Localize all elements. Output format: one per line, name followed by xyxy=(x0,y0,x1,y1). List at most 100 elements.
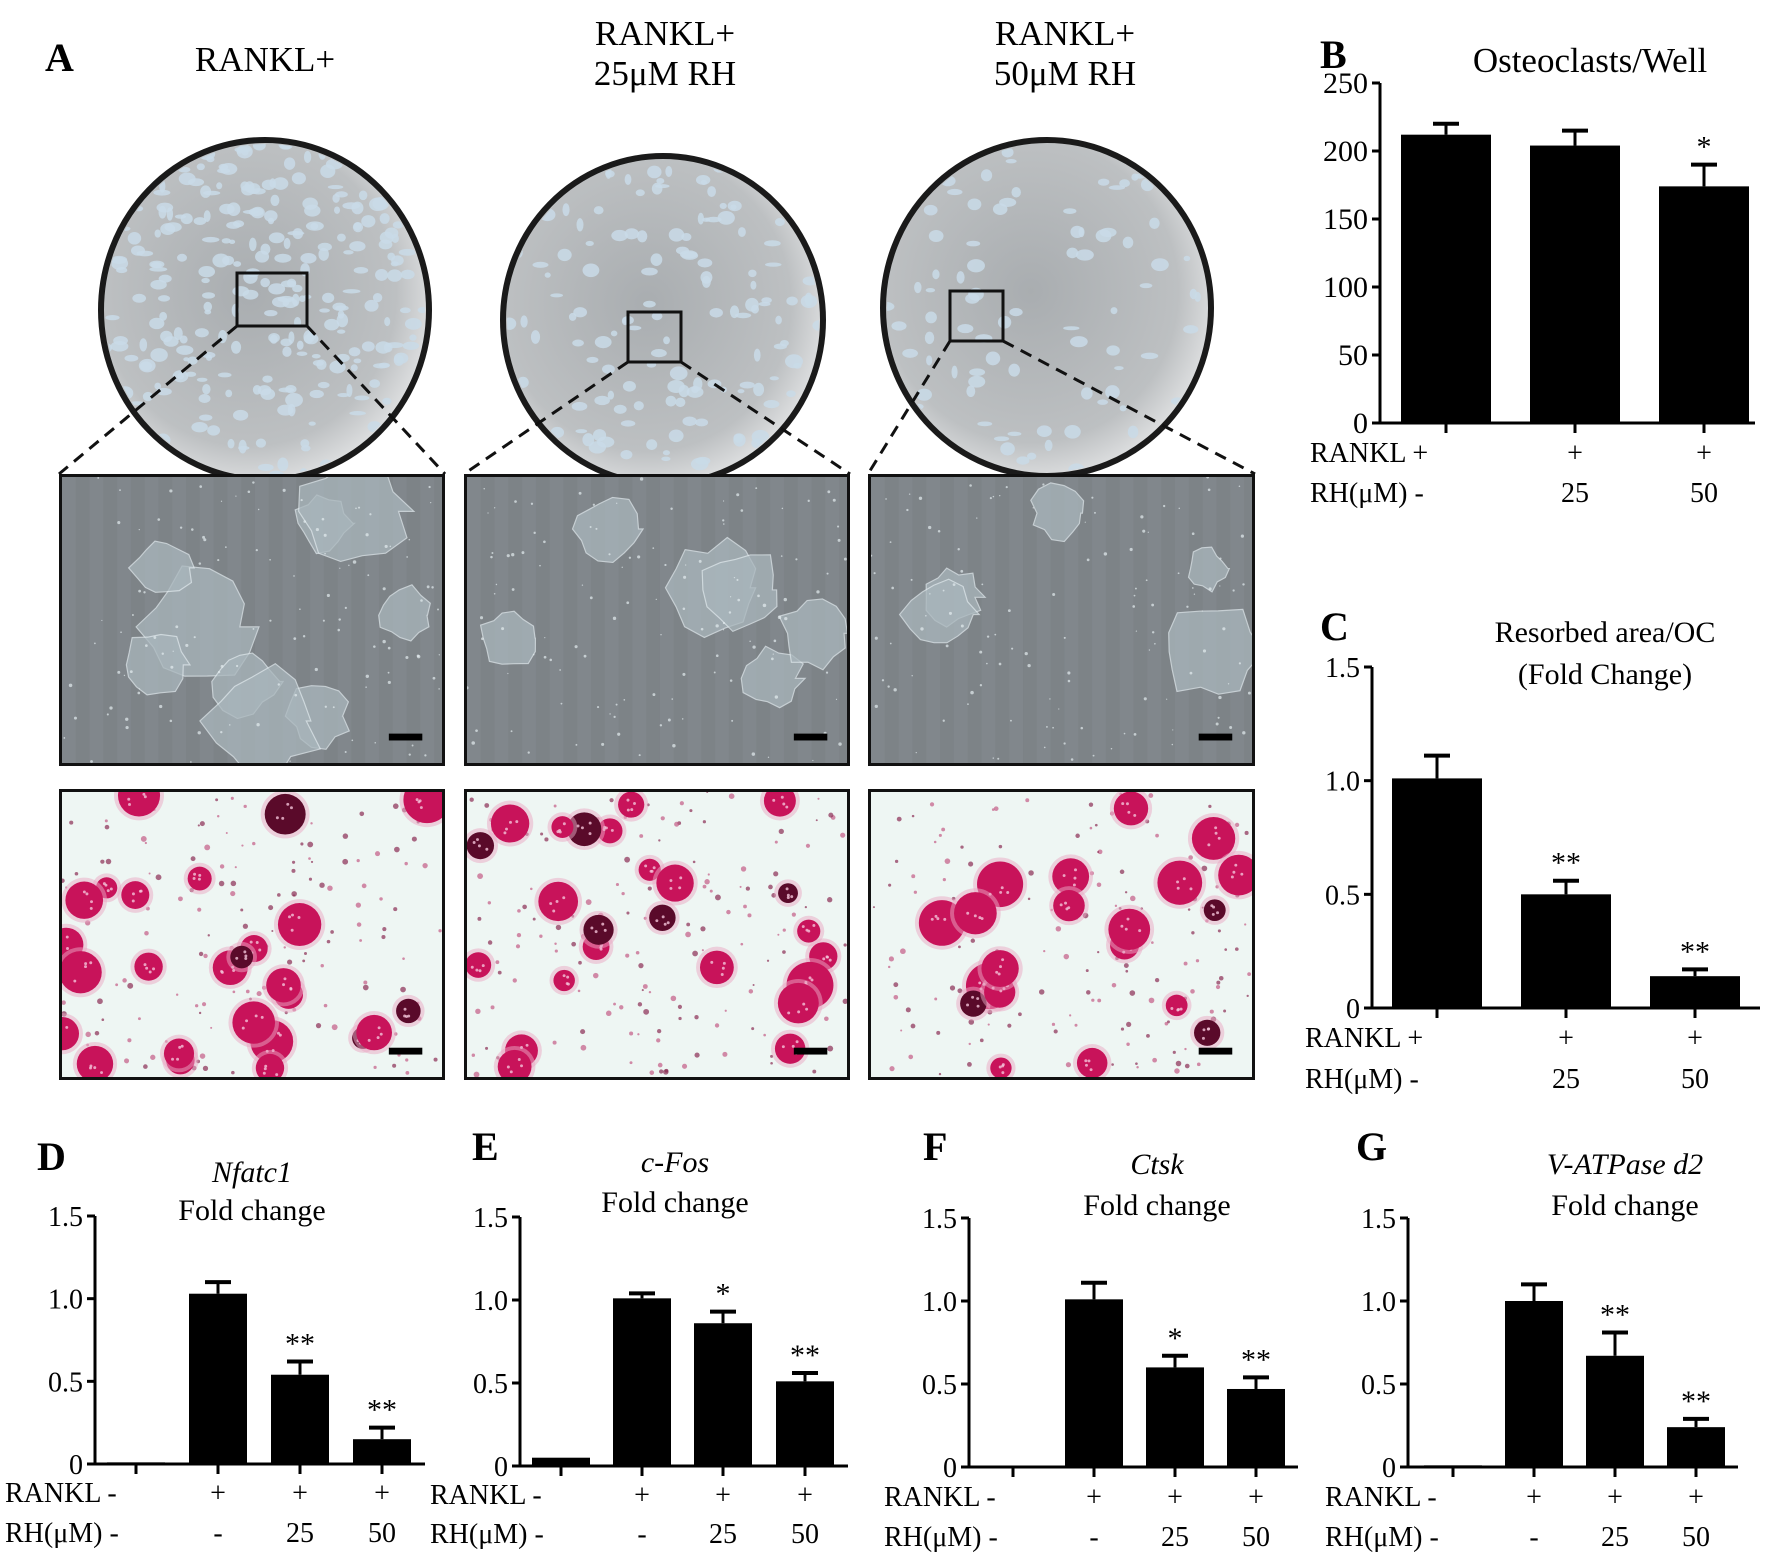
chart-title: Fold change xyxy=(1083,1189,1230,1222)
significance-marker: ** xyxy=(1600,1299,1630,1332)
rankl-value: + xyxy=(292,1478,308,1509)
y-tick-label: 50 xyxy=(1338,339,1368,372)
significance-marker: ** xyxy=(1681,1385,1711,1418)
y-tick-label: 0 xyxy=(1353,407,1368,440)
significance-marker: ** xyxy=(367,1394,397,1427)
resorption-pit-micrograph-25rh xyxy=(464,474,850,766)
rankl-value: + xyxy=(1696,438,1712,469)
y-tick-label: 1.0 xyxy=(1361,1287,1396,1318)
rh-value: RH(μM) - xyxy=(1325,1522,1439,1553)
rankl-value: + xyxy=(1086,1482,1102,1513)
bar xyxy=(613,1298,671,1466)
bar xyxy=(1424,1465,1482,1467)
rh-value: RH(μM) - xyxy=(884,1522,998,1553)
rankl-value: RANKL - xyxy=(5,1478,117,1509)
culture-well-3 xyxy=(868,140,1255,476)
rh-value: RH(μM) - xyxy=(5,1518,119,1549)
rankl-value: + xyxy=(1558,1023,1574,1054)
rankl-value: + xyxy=(1607,1482,1623,1513)
rankl-value: + xyxy=(374,1478,390,1509)
scale-bar xyxy=(1199,1048,1233,1055)
y-tick-label: 0.5 xyxy=(1361,1370,1396,1401)
y-tick-label: 1.5 xyxy=(48,1202,83,1233)
bar xyxy=(107,1462,165,1464)
rankl-value: + xyxy=(1526,1482,1542,1513)
y-tick-label: 100 xyxy=(1323,271,1368,304)
rankl-value: RANKL - xyxy=(1325,1482,1437,1513)
rankl-value: RANKL + xyxy=(1305,1023,1423,1054)
rh-value: 25 xyxy=(709,1519,737,1550)
significance-marker: * xyxy=(1168,1322,1183,1355)
y-tick-label: 0 xyxy=(1382,1453,1396,1484)
y-tick-label: 1.0 xyxy=(922,1287,957,1318)
scale-bar xyxy=(1199,734,1233,741)
rh-value: RH(μM) - xyxy=(1310,478,1424,509)
bar xyxy=(1227,1389,1285,1467)
y-tick-label: 0 xyxy=(943,1453,957,1484)
resorption-pit-micrograph-rankl xyxy=(59,474,445,766)
rankl-value: + xyxy=(210,1478,226,1509)
bar xyxy=(694,1323,752,1466)
rh-value: - xyxy=(637,1519,646,1550)
scale-bar xyxy=(389,734,422,741)
rh-value: 25 xyxy=(286,1518,314,1549)
bar xyxy=(353,1439,411,1464)
y-tick-label: 0.5 xyxy=(48,1367,83,1398)
bar xyxy=(1521,894,1611,1008)
rankl-value: RANKL - xyxy=(430,1480,542,1511)
rh-value: 50 xyxy=(1681,1064,1709,1095)
chart-title: Osteoclasts/Well xyxy=(1473,41,1708,80)
y-tick-label: 1.0 xyxy=(473,1286,508,1317)
rh-value: 50 xyxy=(1242,1522,1270,1553)
rh-value: 25 xyxy=(1552,1064,1580,1095)
rh-value: 25 xyxy=(1161,1522,1189,1553)
y-tick-label: 250 xyxy=(1323,67,1368,100)
chart-gene-title: c-Fos xyxy=(641,1146,709,1179)
bar xyxy=(1650,976,1740,1008)
culture-wells-overview xyxy=(0,0,1290,480)
rh-value: - xyxy=(1089,1522,1098,1553)
rankl-value: + xyxy=(797,1480,813,1511)
panel-label: G xyxy=(1356,1124,1387,1169)
rh-value: - xyxy=(213,1518,222,1549)
rh-value: 50 xyxy=(1690,478,1718,509)
panel-label: F xyxy=(923,1124,947,1169)
rankl-value: + xyxy=(1687,1023,1703,1054)
rh-value: 25 xyxy=(1561,478,1589,509)
significance-marker: ** xyxy=(1241,1343,1271,1376)
significance-marker: * xyxy=(1697,131,1712,164)
y-tick-label: 1.5 xyxy=(473,1203,508,1234)
bar xyxy=(776,1381,834,1466)
chart-title: Fold change xyxy=(1551,1189,1698,1222)
y-tick-label: 0 xyxy=(1346,994,1360,1025)
panel-label: D xyxy=(37,1134,66,1179)
y-tick-label: 1.5 xyxy=(1325,653,1360,684)
y-tick-label: 0.5 xyxy=(473,1369,508,1400)
rankl-value: + xyxy=(1688,1482,1704,1513)
panel-label: C xyxy=(1320,604,1349,649)
y-tick-label: 1.0 xyxy=(1325,767,1360,798)
y-tick-label: 0 xyxy=(494,1452,508,1483)
trap-stain-micrograph-25rh xyxy=(464,789,850,1080)
rh-value: 25 xyxy=(1601,1522,1629,1553)
rankl-value: RANKL + xyxy=(1310,438,1428,469)
y-tick-label: 150 xyxy=(1323,203,1368,236)
y-tick-label: 0.5 xyxy=(1325,880,1360,911)
rankl-value: + xyxy=(634,1480,650,1511)
scale-bar xyxy=(389,1048,422,1055)
rh-value: - xyxy=(1529,1522,1538,1553)
rankl-value: RANKL - xyxy=(884,1482,996,1513)
rankl-value: + xyxy=(1567,438,1583,469)
rh-value: 50 xyxy=(368,1518,396,1549)
bar xyxy=(1401,135,1491,423)
chart-title: Fold change xyxy=(178,1194,325,1227)
bar xyxy=(1065,1299,1123,1467)
significance-marker: ** xyxy=(285,1327,315,1360)
y-tick-label: 0 xyxy=(69,1450,83,1481)
significance-marker: * xyxy=(716,1278,731,1311)
bar xyxy=(532,1458,590,1466)
